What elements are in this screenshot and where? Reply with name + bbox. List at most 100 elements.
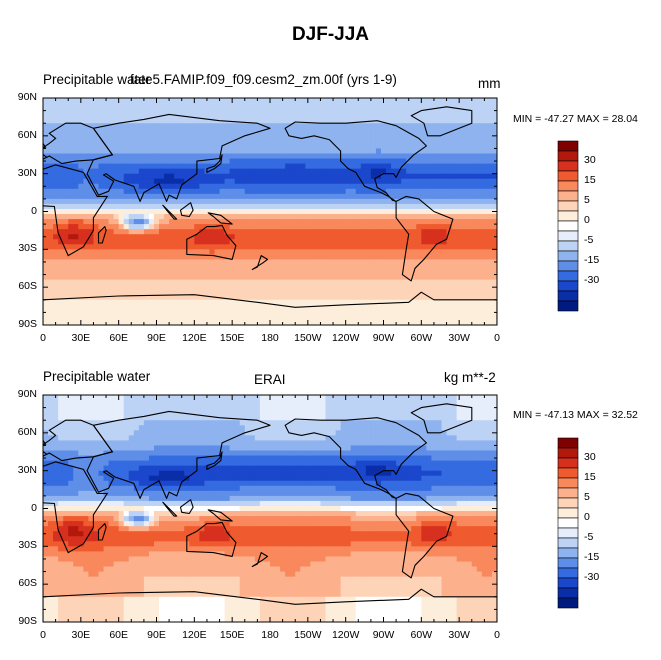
field-cell <box>446 259 453 266</box>
field-cell <box>466 234 473 240</box>
field-cell <box>58 566 64 573</box>
field-cell <box>133 113 140 119</box>
field-cell <box>441 113 448 119</box>
field-cell <box>239 163 246 170</box>
field-cell <box>78 546 84 552</box>
field-cell <box>53 103 59 109</box>
field-cell <box>123 445 130 452</box>
field-cell <box>481 234 488 240</box>
field-cell <box>456 198 463 205</box>
field-cell <box>491 214 497 220</box>
field-cell <box>345 299 352 306</box>
field-cell <box>83 511 89 517</box>
field-cell <box>184 168 190 175</box>
field-cell <box>421 173 427 180</box>
field-cell <box>234 299 241 306</box>
field-cell <box>431 224 438 230</box>
field-cell <box>73 606 79 613</box>
field-cell <box>98 138 105 144</box>
field-cell <box>58 254 64 261</box>
field-cell <box>68 203 74 210</box>
field-cell <box>83 188 89 195</box>
field-cell <box>229 203 236 210</box>
field-cell <box>451 108 458 114</box>
field-cell <box>118 571 125 578</box>
field-cell <box>53 400 59 406</box>
field-cell <box>78 208 84 215</box>
field-cell <box>295 279 301 286</box>
field-cell <box>133 128 140 134</box>
field-cell <box>103 269 110 276</box>
field-cell <box>290 198 296 205</box>
field-cell <box>48 616 54 622</box>
field-cell <box>53 475 59 482</box>
field-cell <box>58 148 64 155</box>
field-cell <box>199 224 206 230</box>
field-cell <box>431 118 438 124</box>
field-cell <box>88 299 95 306</box>
field-cell <box>58 229 64 235</box>
field-cell <box>123 485 130 492</box>
field-cell <box>224 188 231 195</box>
field-cell <box>68 113 74 119</box>
field-cell <box>350 158 357 165</box>
field-cell <box>310 299 316 306</box>
field-cell <box>204 103 211 109</box>
field-cell <box>48 133 54 139</box>
field-cell <box>431 309 438 316</box>
field-cell <box>133 173 140 180</box>
field-cell <box>370 133 377 139</box>
field-cell <box>406 148 412 155</box>
field-cell <box>73 244 79 250</box>
field-cell <box>88 420 95 426</box>
field-cell <box>209 259 216 266</box>
field-cell <box>133 395 140 401</box>
field-cell <box>471 234 478 240</box>
field-cell <box>68 536 74 542</box>
field-cell <box>133 591 140 598</box>
field-cell <box>133 229 140 235</box>
field-cell <box>285 219 291 225</box>
field-cell <box>249 234 256 240</box>
field-cell <box>315 279 322 286</box>
field-cell <box>355 138 362 144</box>
field-cell <box>43 198 49 205</box>
field-cell <box>340 98 347 104</box>
field-cell <box>239 319 246 325</box>
field-cell <box>406 128 412 134</box>
field-cell <box>305 214 311 220</box>
field-cell <box>133 440 140 447</box>
field-cell <box>254 259 261 266</box>
field-cell <box>310 269 316 276</box>
field-cell <box>88 596 95 603</box>
field-cell <box>123 601 130 608</box>
field-cell <box>133 490 140 497</box>
field-cell <box>78 214 84 220</box>
field-cell <box>471 279 478 286</box>
field-cell <box>229 108 236 114</box>
field-cell <box>229 289 236 296</box>
field-cell <box>401 274 407 281</box>
field-cell <box>128 158 135 165</box>
field-cell <box>88 611 95 618</box>
field-cell <box>113 505 120 512</box>
field-cell <box>396 198 402 205</box>
field-cell <box>355 163 362 170</box>
field-cell <box>365 269 372 276</box>
field-cell <box>370 314 377 321</box>
field-cell <box>305 108 311 114</box>
field-cell <box>214 249 221 255</box>
field-cell <box>204 239 211 245</box>
field-cell <box>254 208 261 215</box>
field-cell <box>93 415 100 421</box>
coastline-asia <box>86 113 271 202</box>
field-cell <box>360 193 367 200</box>
field-cell <box>421 198 427 205</box>
field-cell <box>259 133 266 139</box>
field-cell <box>375 219 382 225</box>
field-cell <box>471 229 478 235</box>
field-cell <box>234 314 241 321</box>
field-cell <box>174 314 180 321</box>
field-cell <box>229 198 236 205</box>
field-cell <box>148 239 155 245</box>
